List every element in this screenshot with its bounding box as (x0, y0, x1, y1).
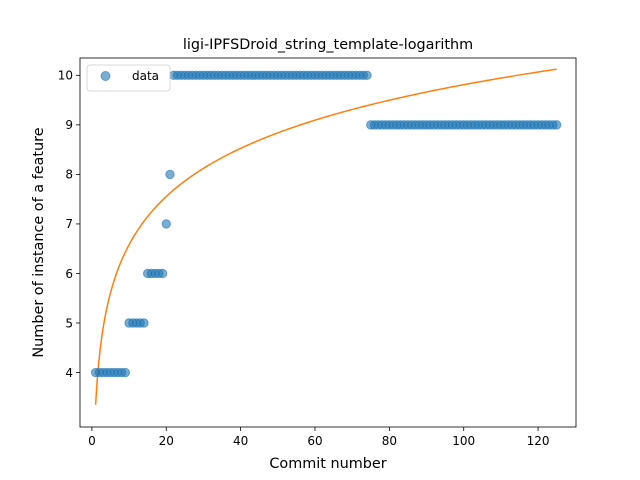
legend: data (86, 64, 171, 92)
plot-marks (90, 68, 562, 405)
plot-frame (79, 57, 577, 428)
x-tick-label: 60 (307, 434, 322, 448)
data-point (120, 367, 131, 378)
y-tick-label: 6 (65, 267, 73, 281)
x-tick-label: 40 (233, 434, 248, 448)
data-point (161, 219, 171, 229)
chart-title: ligi-IPFSDroid_string_template-logarithm (183, 37, 473, 53)
data-point (551, 120, 562, 130)
y-tick-label: 7 (65, 217, 73, 231)
y-tick-label: 4 (65, 366, 73, 380)
y-tick-label: 5 (65, 316, 73, 330)
y-tick-label: 10 (58, 69, 73, 83)
y-axis-label: Number of instance of a feature (31, 127, 47, 357)
legend-marker (100, 71, 111, 81)
x-tick-label: 100 (452, 434, 475, 448)
x-tick-label: 120 (527, 434, 550, 448)
x-tick-label: 20 (159, 434, 174, 448)
fit-curve (94, 68, 557, 405)
x-tick-label: 0 (88, 434, 96, 448)
data-point (165, 169, 175, 180)
y-tick-label: 8 (65, 168, 73, 182)
x-tick-label: 80 (382, 434, 397, 448)
data-point (362, 70, 372, 81)
legend-label: data (132, 69, 159, 83)
data-point (139, 318, 149, 328)
y-tick-label: 9 (65, 118, 73, 132)
data-point (157, 268, 168, 279)
x-axis-label: Commit number (269, 456, 386, 472)
legend-box (86, 64, 171, 92)
y-axis-ticks: 4 5 6 7 8 9 10 (58, 69, 80, 380)
x-axis-ticks: 0 20 40 60 80 100 120 (88, 427, 550, 448)
